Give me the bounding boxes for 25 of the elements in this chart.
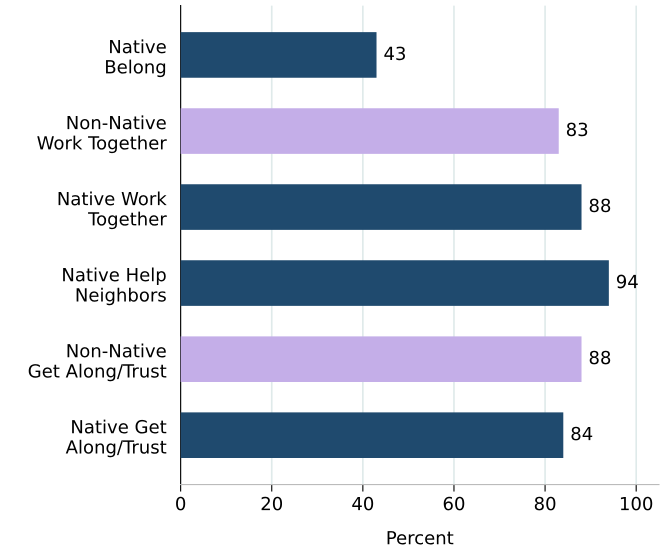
x-tick-label: 40 bbox=[352, 496, 374, 510]
data-label: 94 bbox=[616, 274, 638, 288]
bar bbox=[180, 184, 582, 230]
y-tick-label: Native Get Along/Trust bbox=[66, 420, 166, 458]
bar bbox=[180, 108, 559, 154]
data-label: 84 bbox=[571, 426, 592, 440]
data-label: 83 bbox=[566, 122, 588, 136]
x-tick-label: 0 bbox=[176, 496, 186, 510]
data-label: 88 bbox=[590, 350, 610, 364]
bar bbox=[180, 260, 609, 306]
x-tick-label: 100 bbox=[620, 496, 652, 510]
x-tick-label: 20 bbox=[262, 496, 282, 510]
bar bbox=[180, 32, 377, 78]
x-tick-label: 60 bbox=[444, 496, 464, 510]
y-tick-label: Native Work Together bbox=[58, 191, 167, 230]
data-label: 88 bbox=[590, 198, 610, 212]
bar bbox=[180, 412, 564, 458]
data-label: 43 bbox=[384, 46, 405, 60]
y-tick-label: Native Belong bbox=[106, 39, 166, 78]
x-tick-label: 80 bbox=[534, 496, 556, 510]
y-tick-label: Native Help Neighbors bbox=[63, 268, 166, 306]
y-tick-label: Non-Native Work Together bbox=[37, 115, 167, 154]
y-tick-label: Non-Native Get Along/Trust bbox=[28, 344, 166, 382]
x-axis-title: Percent bbox=[388, 531, 454, 545]
bar bbox=[180, 336, 582, 382]
